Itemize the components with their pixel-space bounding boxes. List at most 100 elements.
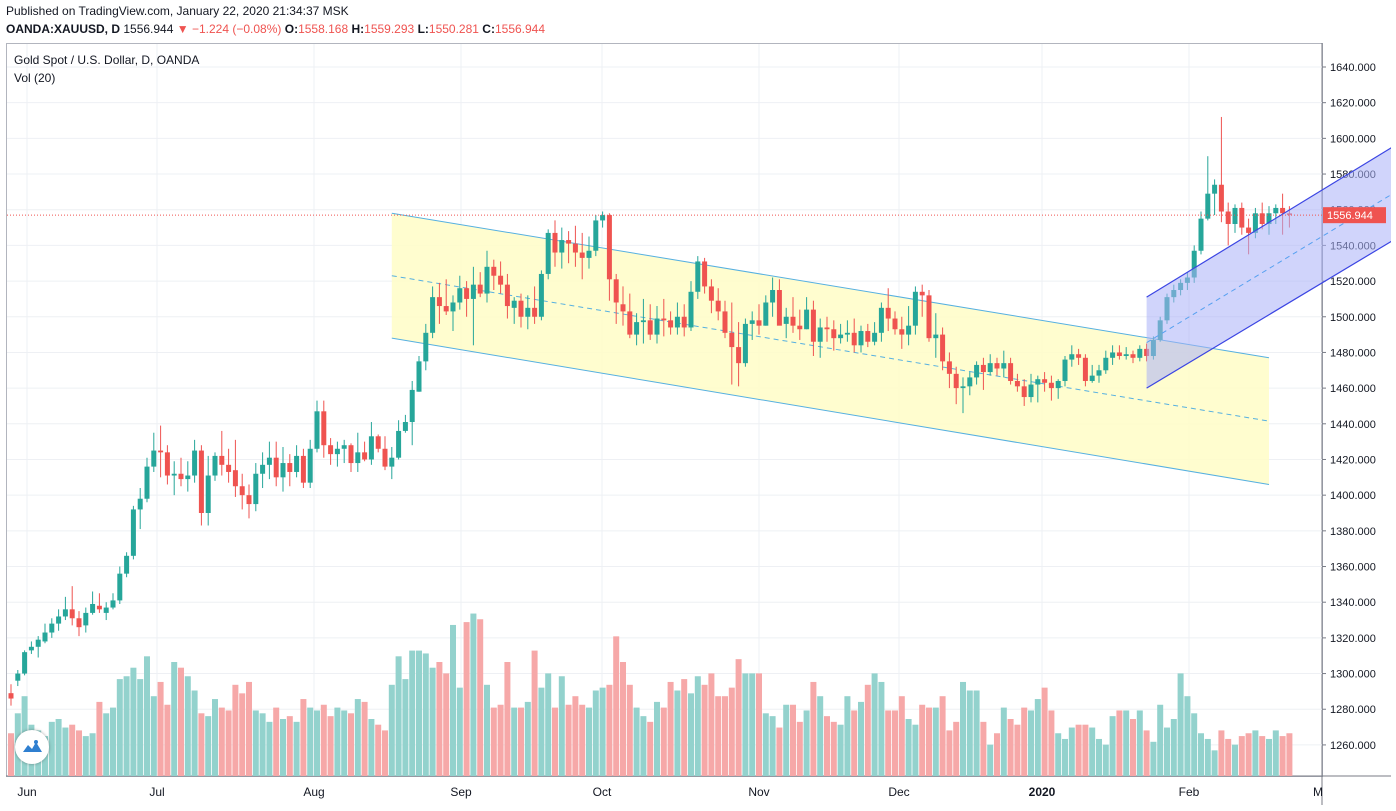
volume-bar (130, 667, 137, 776)
volume-bar (810, 681, 817, 776)
volume-bar (450, 624, 456, 776)
volume-bar (1266, 738, 1272, 776)
candle-body (457, 288, 463, 303)
candle-body (396, 430, 402, 458)
candle-body (1123, 354, 1129, 357)
candle-body (797, 325, 803, 330)
volume-bar (1225, 738, 1232, 776)
candle-body (1191, 250, 1197, 278)
candle-body (198, 450, 204, 513)
volume-bar (620, 662, 626, 776)
candle-body (8, 693, 14, 699)
candle-body (1035, 379, 1041, 385)
candle-body (362, 452, 368, 460)
tradingview-logo-icon[interactable] (15, 730, 49, 764)
close-label: C: (482, 22, 495, 36)
volume-bar (1211, 750, 1218, 776)
time-tick-label: Nov (748, 785, 769, 799)
volume-bar (892, 710, 898, 776)
symbol-label: OANDA:XAUUSD, D (6, 22, 120, 36)
candle-body (484, 266, 490, 294)
volume-bar (1028, 710, 1034, 776)
price-tick-label: 1360.000 (1330, 562, 1376, 574)
volume-bar (803, 710, 810, 776)
volume-bar (912, 724, 919, 776)
candle-body (844, 332, 850, 335)
last-price-label: 1556.944 (1327, 210, 1373, 222)
volume-bar (1150, 741, 1157, 776)
candle-body (1089, 375, 1095, 381)
candle-body (436, 297, 442, 307)
candle-body (994, 363, 1000, 369)
volume-bar (728, 687, 735, 776)
volume-bar (171, 662, 178, 776)
chart-frame[interactable]: 1640.0001620.0001600.0001580.0001560.000… (6, 43, 1391, 805)
falling-channel-lower (391, 337, 1270, 485)
volume-bar (660, 707, 667, 776)
candle-body (185, 475, 191, 480)
candle-body (742, 323, 748, 364)
candle-body (538, 273, 544, 317)
volume-bar (76, 730, 82, 776)
candle-body (892, 318, 898, 330)
candle-body (1110, 352, 1116, 358)
volume-bar (8, 733, 14, 776)
candle-body (1008, 363, 1014, 381)
candle-body (967, 377, 973, 387)
volume-bar (579, 704, 586, 776)
candle-body (280, 463, 286, 478)
volume-bar (769, 716, 776, 776)
candle-body (1137, 348, 1143, 358)
price-tick-label: 1340.000 (1330, 597, 1376, 609)
volume-bar (864, 684, 871, 776)
candle-body (817, 327, 823, 342)
volume-bar (1014, 724, 1021, 776)
volume-bar (48, 721, 55, 776)
candle-body (389, 457, 395, 467)
price-tick-label: 1300.000 (1330, 669, 1376, 681)
volume-bar (62, 727, 69, 776)
candle-body (912, 291, 918, 326)
volume-bar (1157, 704, 1164, 776)
candle-body (1096, 370, 1102, 376)
candle-body (518, 300, 524, 317)
volume-bar (361, 701, 368, 776)
candle-body (654, 318, 660, 335)
volume-bar (674, 690, 681, 776)
volume-bar (1109, 716, 1116, 776)
volume-bar (144, 656, 150, 776)
volume-bar (273, 707, 280, 776)
candle-body (1239, 207, 1245, 228)
candle-body (940, 334, 946, 362)
volume-bar (191, 690, 198, 776)
candle-body (674, 316, 680, 328)
volume-bar (905, 719, 912, 776)
volume-bar (790, 704, 796, 776)
candle-body (69, 609, 75, 619)
volume-bar (1123, 710, 1130, 776)
volume-bar (232, 684, 239, 776)
candle-body (715, 300, 721, 312)
volume-bar (1279, 736, 1286, 776)
candle-body (470, 284, 476, 299)
volume-bar (1252, 730, 1259, 776)
volume-bar (286, 716, 293, 776)
volume-bar (259, 713, 266, 776)
volume-bar (1130, 719, 1136, 776)
volume-bar (463, 622, 470, 776)
candle-body (273, 457, 279, 478)
volume-bar (422, 653, 429, 776)
candle-body (1246, 227, 1252, 233)
volume-bar (293, 721, 300, 776)
down-arrow-icon: ▼ (176, 22, 189, 36)
volume-bar (1232, 744, 1238, 776)
volume-bar (633, 707, 640, 776)
candle-body (1103, 357, 1109, 371)
price-tick-label: 1260.000 (1330, 740, 1376, 752)
candle-body (566, 240, 572, 244)
candle-body (341, 445, 347, 449)
volume-bar (320, 704, 327, 776)
price-chart[interactable]: 1640.0001620.0001600.0001580.0001560.000… (6, 43, 1391, 805)
volume-bar (456, 687, 463, 776)
candle-body (1218, 184, 1224, 212)
